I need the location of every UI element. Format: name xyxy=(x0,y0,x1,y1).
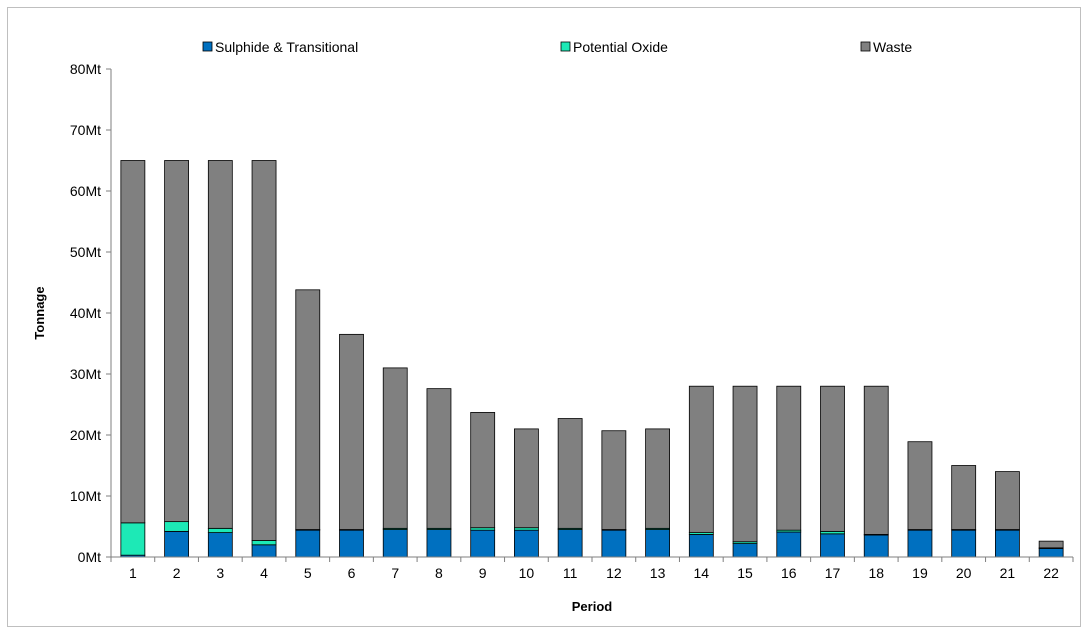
x-tick-label: 6 xyxy=(348,565,356,581)
x-axis-title: Period xyxy=(572,599,613,614)
bar-segment-potential-oxide xyxy=(207,527,233,534)
bar-segment-waste xyxy=(688,385,714,534)
x-tick-label: 19 xyxy=(912,565,928,581)
legend-label-potential-oxide: Potential Oxide xyxy=(573,39,668,55)
legend: Sulphide & Transitional Potential Oxide … xyxy=(202,39,912,55)
y-tick-label: 60Mt xyxy=(70,183,101,199)
x-axis-tick-labels: 1 2 3 4 5 6 7 8 9 10 11 12 13 14 15 16 17 18 19 20 21 22 xyxy=(110,557,1074,581)
x-tick-label: 16 xyxy=(781,565,797,581)
legend-label-waste: Waste xyxy=(873,39,912,55)
y-tick-label: 10Mt xyxy=(70,488,101,504)
bar-segment-sulphide-transitional xyxy=(995,529,1020,558)
bar-segment-sulphide-transitional xyxy=(732,543,758,558)
legend-swatch-potential-oxide xyxy=(560,41,571,52)
bar-segment-waste xyxy=(732,385,758,543)
x-tick-label: 22 xyxy=(1043,565,1059,581)
y-tick-label: 30Mt xyxy=(70,366,101,382)
bar-segment-sulphide-transitional xyxy=(207,532,233,558)
x-tick-label: 18 xyxy=(868,565,884,581)
legend-swatch-sulphide-transitional xyxy=(202,41,213,52)
bar-segment-waste xyxy=(951,465,977,530)
bars xyxy=(120,160,1064,558)
x-tick-label: 3 xyxy=(216,565,224,581)
bar-segment-waste xyxy=(776,385,802,531)
x-tick-label: 10 xyxy=(519,565,535,581)
bar-segment-sulphide-transitional xyxy=(470,529,496,558)
y-tick-label: 70Mt xyxy=(70,122,101,138)
y-tick-label: 40Mt xyxy=(70,305,101,321)
y-tick-label: 80Mt xyxy=(70,61,101,77)
x-tick-label: 9 xyxy=(479,565,487,581)
x-tick-label: 15 xyxy=(737,565,753,581)
bar-segment-sulphide-transitional xyxy=(601,529,627,558)
x-tick-label: 7 xyxy=(391,565,399,581)
bar-segment-sulphide-transitional xyxy=(907,529,933,558)
bar-segment-waste xyxy=(164,160,189,523)
bar-segment-waste xyxy=(426,388,452,529)
legend-label-sulphide-transitional: Sulphide & Transitional xyxy=(215,39,358,55)
y-tick-label: 20Mt xyxy=(70,427,101,443)
x-tick-label: 1 xyxy=(129,565,137,581)
bar-segment-waste xyxy=(601,430,627,530)
bar-segment-sulphide-transitional xyxy=(951,529,977,558)
bar-segment-waste xyxy=(820,385,845,532)
bar-segment-sulphide-transitional xyxy=(339,529,364,558)
bar-segment-potential-oxide xyxy=(164,521,189,532)
bar-segment-sulphide-transitional xyxy=(295,529,321,558)
y-axis-title: Tonnage xyxy=(32,286,47,339)
bar-segment-waste xyxy=(514,428,539,529)
x-tick-label: 13 xyxy=(650,565,666,581)
bar-segment-waste xyxy=(470,412,496,529)
bar-segment-sulphide-transitional xyxy=(776,531,802,558)
bar-segment-potential-oxide xyxy=(251,540,277,546)
bar-segment-waste xyxy=(339,333,364,530)
bar-segment-waste xyxy=(382,367,408,529)
bar-segment-waste xyxy=(995,471,1020,530)
x-tick-label: 11 xyxy=(563,565,578,581)
x-tick-label: 4 xyxy=(260,565,268,581)
x-tick-label: 20 xyxy=(956,565,972,581)
x-tick-label: 2 xyxy=(173,565,181,581)
x-tick-label: 17 xyxy=(825,565,841,581)
y-axis-tick-labels: 0Mt 10Mt 20Mt 30Mt 40Mt 50Mt 60Mt 70Mt 80Mt xyxy=(70,61,101,565)
bar-segment-sulphide-transitional xyxy=(820,533,845,558)
x-tick-label: 14 xyxy=(694,565,710,581)
bar-segment-waste xyxy=(863,385,889,535)
x-tick-label: 8 xyxy=(435,565,443,581)
y-axis-ticks xyxy=(106,68,111,558)
bar-segment-sulphide-transitional xyxy=(557,529,583,558)
bar-segment-sulphide-transitional xyxy=(164,530,189,558)
legend-swatch-waste xyxy=(860,41,871,52)
bar-segment-potential-oxide xyxy=(120,522,146,556)
bar-segment-waste xyxy=(645,428,670,529)
bar-segment-sulphide-transitional xyxy=(426,529,452,558)
bar-segment-waste xyxy=(1038,540,1064,549)
bar-segment-waste xyxy=(907,441,933,530)
bar-segment-sulphide-transitional xyxy=(645,529,670,558)
bar-segment-waste xyxy=(295,289,321,530)
bar-segment-waste xyxy=(120,160,146,524)
bar-segment-sulphide-transitional xyxy=(251,544,277,558)
y-tick-label: 50Mt xyxy=(70,244,101,260)
bar-segment-sulphide-transitional xyxy=(1038,548,1064,558)
bar-segment-waste xyxy=(557,418,583,529)
x-tick-label: 5 xyxy=(304,565,312,581)
y-tick-label: 0Mt xyxy=(78,549,101,565)
bar-segment-sulphide-transitional xyxy=(688,534,714,558)
bar-segment-waste xyxy=(251,160,277,541)
bar-segment-sulphide-transitional xyxy=(514,529,539,558)
bar-segment-sulphide-transitional xyxy=(863,534,889,558)
x-tick-label: 12 xyxy=(606,565,622,581)
x-tick-label: 21 xyxy=(1000,565,1016,581)
bar-segment-sulphide-transitional xyxy=(382,529,408,558)
bar-segment-waste xyxy=(207,160,233,529)
